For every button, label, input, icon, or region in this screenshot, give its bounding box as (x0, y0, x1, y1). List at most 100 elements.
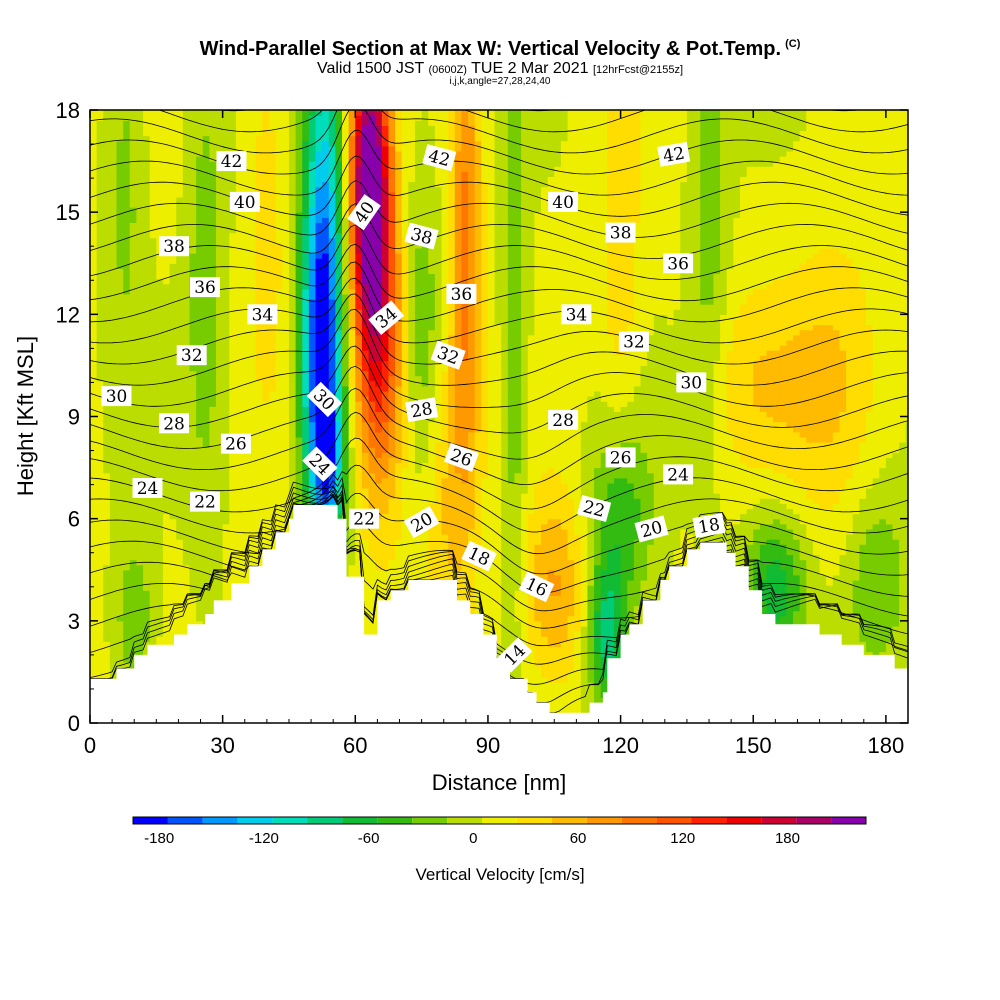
velocity-cell (335, 135, 343, 142)
velocity-cell (209, 447, 217, 453)
velocity-cell (255, 181, 264, 188)
velocity-cell (335, 110, 343, 116)
velocity-cell (328, 258, 336, 264)
velocity-cell (176, 166, 184, 172)
velocity-cell (229, 288, 237, 295)
velocity-cell (149, 380, 157, 387)
velocity-cell (209, 130, 217, 137)
velocity-cell (182, 406, 191, 412)
velocity-cell (361, 493, 370, 499)
velocity-cell (90, 641, 98, 647)
velocity-cell (269, 324, 277, 331)
velocity-cell (196, 319, 204, 326)
velocity-cell (288, 207, 297, 213)
velocity-cell (209, 191, 217, 198)
velocity-cell (216, 207, 224, 213)
velocity-cell (202, 329, 210, 336)
velocity-cell (169, 339, 177, 346)
velocity-cell (295, 176, 303, 183)
velocity-cell (322, 339, 330, 346)
velocity-cell (123, 242, 131, 249)
velocity-cell (222, 110, 230, 116)
velocity-cell (242, 283, 250, 290)
velocity-cell (176, 625, 184, 632)
velocity-cell (143, 579, 151, 586)
velocity-cell (202, 462, 210, 469)
velocity-cell (176, 140, 184, 147)
velocity-cell (335, 477, 343, 484)
velocity-cell (96, 380, 104, 387)
velocity-cell (322, 426, 330, 433)
velocity-cell (162, 610, 171, 617)
velocity-cell (308, 263, 317, 269)
velocity-cell (169, 324, 177, 331)
velocity-cell (262, 125, 270, 132)
velocity-cell (229, 380, 237, 387)
velocity-cell (342, 268, 350, 275)
velocity-cell (156, 288, 164, 295)
velocity-cell (288, 145, 297, 152)
velocity-cell (295, 380, 303, 387)
velocity-cell (328, 283, 336, 290)
velocity-cell (361, 426, 370, 433)
velocity-cell (202, 365, 210, 372)
velocity-cell (348, 375, 356, 382)
velocity-cell (162, 314, 171, 321)
velocity-cell (123, 329, 131, 336)
velocity-cell (96, 140, 104, 147)
velocity-cell (262, 498, 270, 504)
velocity-cell (143, 115, 151, 121)
velocity-cell (176, 232, 184, 239)
velocity-cell (129, 283, 138, 290)
velocity-cell (189, 385, 197, 392)
velocity-cell (308, 385, 317, 392)
velocity-cell (322, 171, 330, 178)
velocity-cell (315, 375, 323, 382)
velocity-cell (189, 600, 197, 607)
velocity-cell (116, 166, 124, 172)
velocity-cell (162, 477, 171, 484)
velocity-cell (269, 365, 277, 372)
velocity-cell (242, 176, 250, 183)
velocity-cell (216, 344, 224, 351)
velocity-cell (282, 253, 290, 259)
velocity-cell (96, 247, 104, 254)
velocity-cell (109, 120, 118, 126)
velocity-cell (196, 385, 204, 392)
velocity-cell (288, 217, 297, 223)
velocity-cell (269, 217, 277, 223)
velocity-cell (335, 263, 343, 269)
velocity-cell (182, 319, 191, 326)
velocity-cell (315, 324, 323, 331)
velocity-cell (196, 523, 204, 530)
velocity-cell (308, 334, 317, 341)
velocity-cell (308, 120, 317, 126)
velocity-cell (129, 191, 138, 198)
velocity-cell (328, 120, 336, 126)
velocity-cell (348, 344, 356, 351)
velocity-cell (96, 196, 104, 203)
velocity-cell (182, 222, 191, 229)
velocity-cell (275, 329, 283, 336)
velocity-cell (328, 375, 336, 382)
velocity-cell (262, 263, 270, 269)
velocity-cell (335, 385, 343, 392)
velocity-cell (143, 253, 151, 259)
velocity-cell (328, 421, 336, 428)
velocity-cell (90, 631, 98, 637)
velocity-cell (109, 477, 118, 484)
velocity-cell (116, 462, 124, 469)
velocity-cell (282, 447, 290, 453)
velocity-cell (216, 191, 224, 198)
velocity-cell (103, 447, 111, 453)
velocity-cell (255, 130, 264, 137)
velocity-cell (169, 155, 177, 162)
velocity-cell (229, 523, 237, 530)
velocity-cell (295, 253, 303, 259)
velocity-cell (103, 666, 111, 673)
velocity-cell (202, 447, 210, 453)
velocity-cell (315, 273, 323, 280)
velocity-cell (275, 380, 283, 387)
velocity-cell (136, 411, 144, 418)
velocity-cell (295, 222, 303, 229)
